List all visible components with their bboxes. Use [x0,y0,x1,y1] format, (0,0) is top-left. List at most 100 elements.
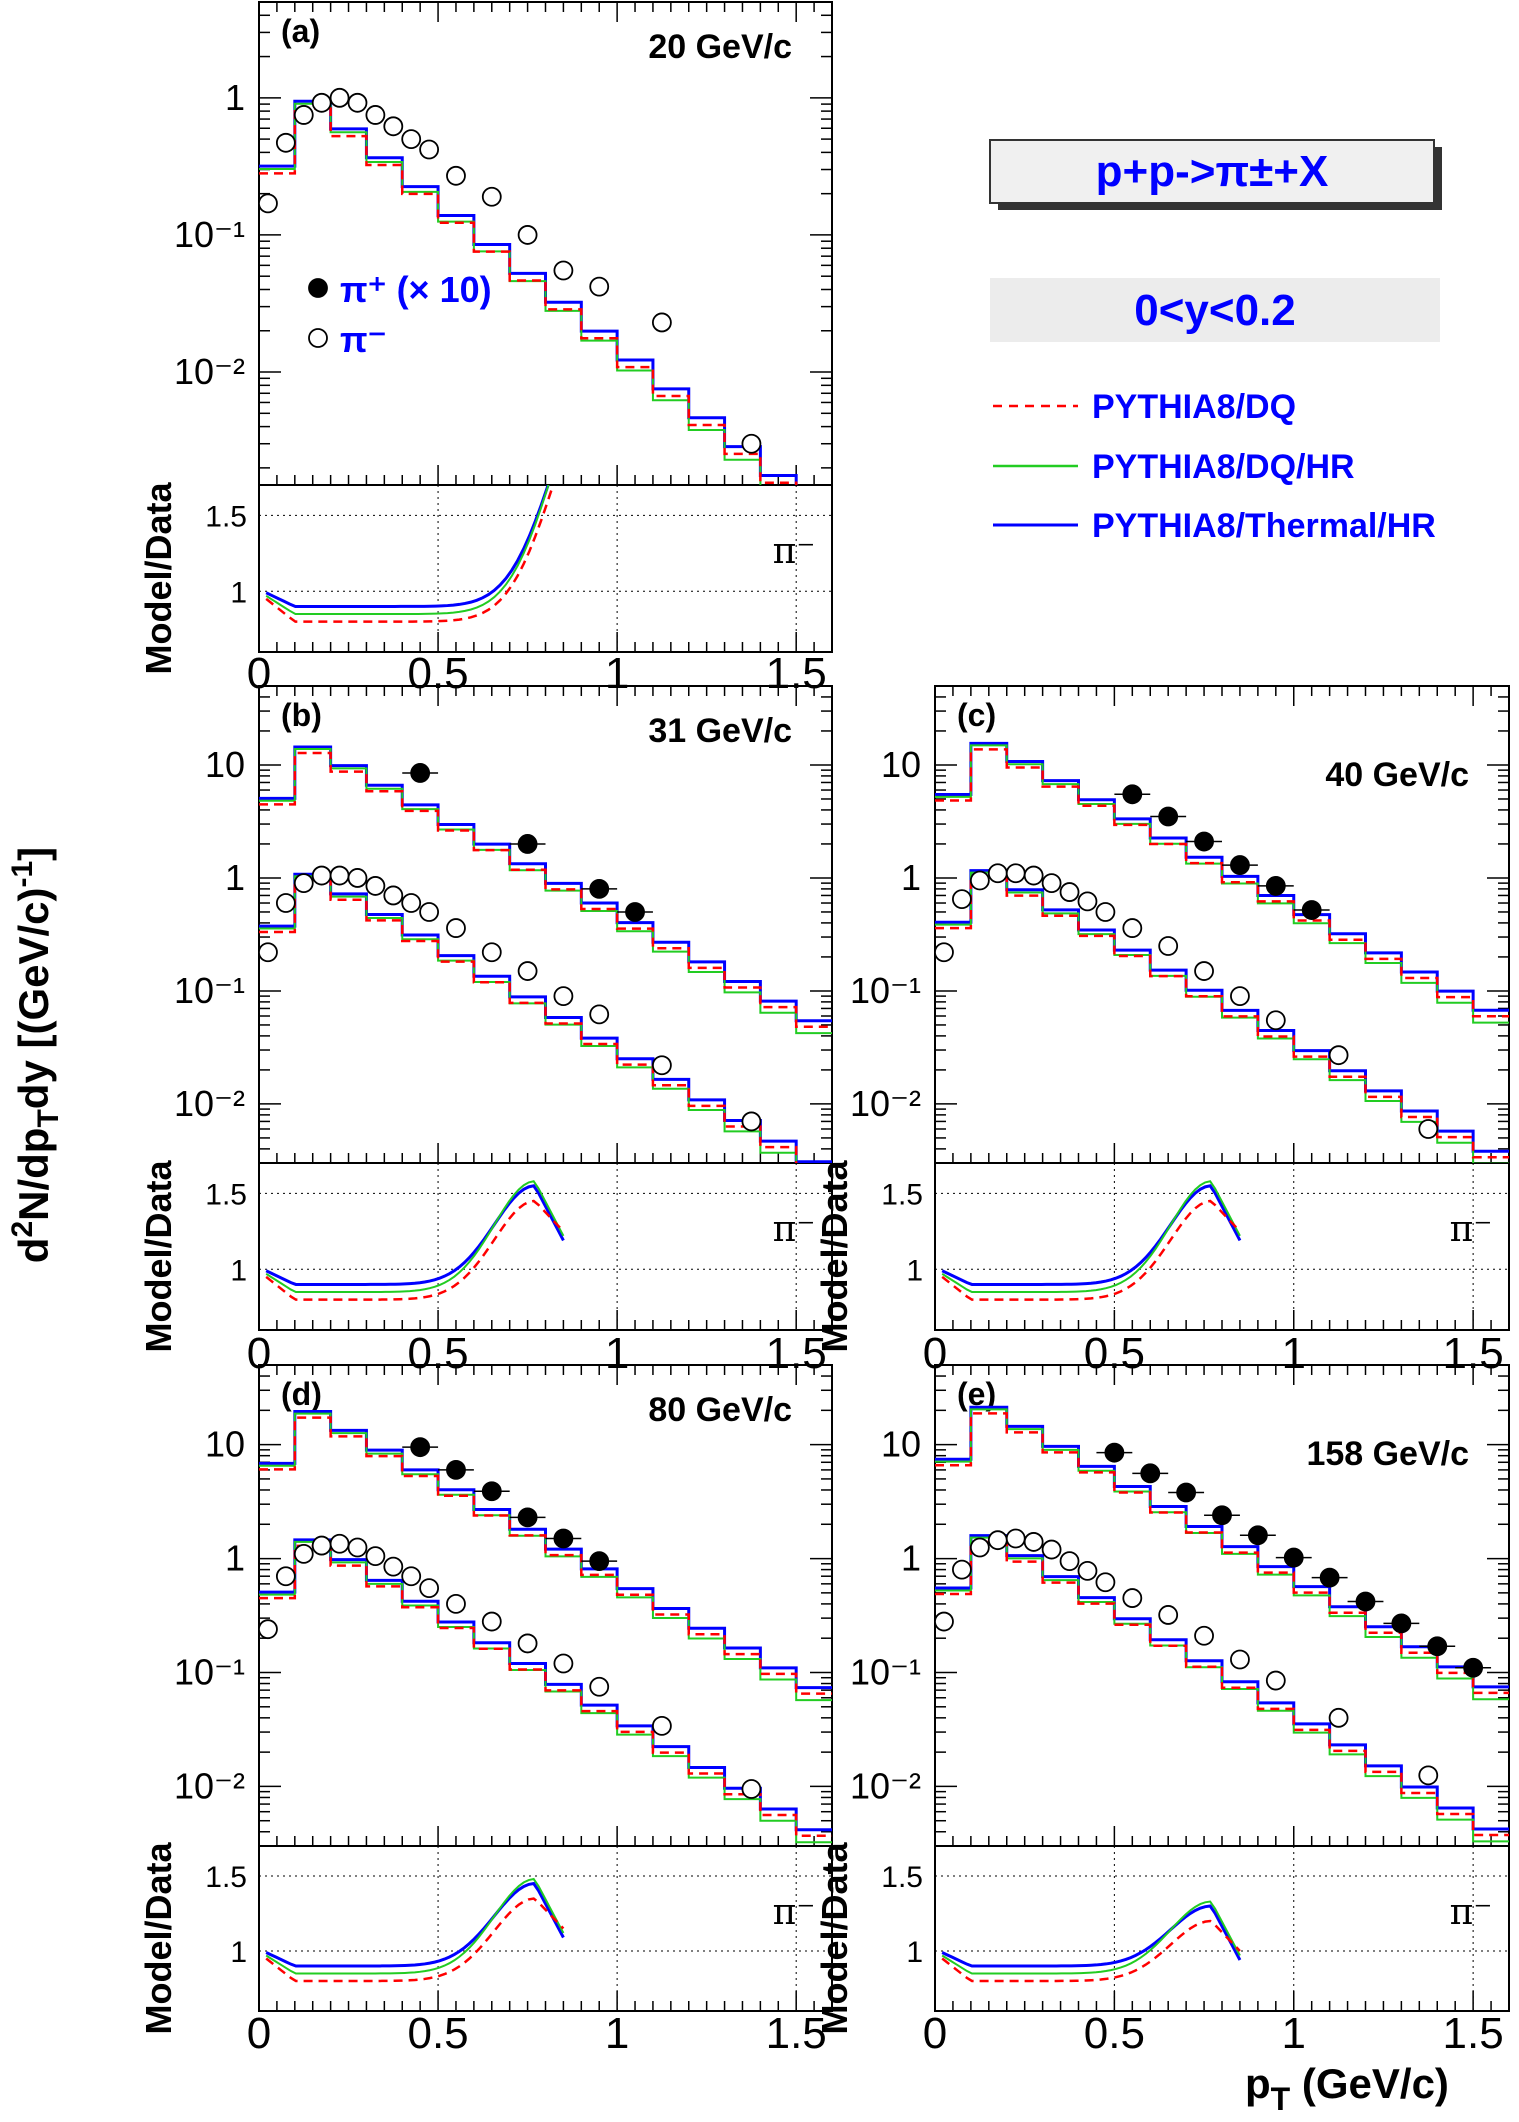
legend-entry-1: PYTHIA8/DQ/HR [993,448,1355,486]
model-hist-neg-dq [935,875,1509,1159]
pi-minus-point [275,1566,296,1587]
energy-label: 31 GeV/c [648,712,792,750]
pi-plus-point [1212,1505,1232,1526]
pi-minus-point [1158,936,1179,956]
pi-minus-point [258,1619,278,1640]
ratio-tick-label: 1.5 [205,1178,247,1211]
pi-minus-point [419,1578,440,1599]
model-hist-pos-dq [259,751,832,1028]
pi-plus-point [481,1481,502,1502]
ratio-curve-dqhr [941,1180,1241,1294]
pi-plus-points [402,763,653,922]
pi-minus-point [347,92,368,113]
pi-minus-point [1095,1572,1116,1593]
model-hist-neg-dq [935,1540,1509,1837]
x-tick-label: 0 [923,2009,947,2058]
pi-minus-point [401,129,422,150]
pi-minus-point [293,105,314,125]
ratio-curve-dq [941,1199,1241,1301]
pi-minus-point [481,942,502,963]
y-tick-label: 10⁻¹ [174,1651,245,1692]
pi-minus-point [1418,1765,1439,1786]
pi-minus-points [934,863,1439,1139]
pi-minus-point [517,225,538,245]
ratio-frame [258,1162,833,1331]
ratio-curve-dq [265,1199,565,1301]
pi-minus-point [1230,1649,1250,1670]
pi-minus-point [1023,865,1044,886]
model-hist-neg-dq [259,107,798,485]
reaction-box: p+p->π±+X [989,139,1442,210]
y-tick-label: 10 [205,1424,245,1465]
model-hist-neg-dqhr [259,102,762,485]
model-hist-neg-dqhr [935,1536,1509,1843]
pi-plus-point [1427,1636,1448,1657]
pi-minus-point [952,889,972,909]
ratio-curve-dqhr [941,1900,1241,1975]
ratio-curve-thermal [265,485,550,608]
ratio-curves [265,1180,565,1301]
y-tick-label: 10 [881,744,921,785]
model-hist-neg-dq [259,1544,832,1838]
pi-minus-point [419,902,440,922]
pi-minus-point [1041,1539,1062,1560]
ratio-tag: π⁻ [773,1892,816,1933]
ratio-curves [265,1877,565,1983]
model-curves [259,99,798,485]
ratio-tick-label: 1.5 [881,1178,923,1211]
pi-minus-point [329,865,350,886]
pi-minus-point [293,1543,314,1564]
pi-minus-point [1194,961,1214,981]
pi-minus-point [741,433,762,454]
pi-minus-point [383,116,404,137]
pi-minus-point [365,876,386,896]
model-hist-pos-dqhr [935,744,1509,1024]
pi-plus-point [517,1507,538,1528]
pi-minus-point [481,186,502,207]
model-hist-pos-dq [935,1412,1509,1695]
marker-legend-label-1: π⁻ [340,319,387,360]
pi-minus-point [383,1556,404,1577]
ratio-tag: π⁻ [773,1209,816,1250]
model-curves [259,1410,832,1844]
model-hist-pos-dqhr [259,1412,832,1702]
pi-minus-point [934,1611,954,1632]
ratio-y-label: Model/Data [138,1160,179,1353]
model-legend: PYTHIA8/DQ PYTHIA8/DQ/HR PYTHIA8/Thermal/H… [993,388,1436,545]
y-tick-label: 10 [205,744,245,785]
ratio-y-label: Model/Data [814,1160,855,1353]
ratio-curve-thermal [941,1184,1242,1286]
energy-label: 20 GeV/c [648,28,792,66]
x-tick-label: 1 [605,2009,629,2058]
pi-minus-point [589,1676,610,1697]
pi-plus-point [410,763,431,783]
y-tick-label: 10 [881,1424,921,1465]
pi-plus-point [1176,1482,1197,1503]
marker-legend-symbol-1 [308,328,328,348]
ratio-tick-label: 1 [230,1254,247,1287]
pi-plus-point [446,1460,466,1480]
pi-minus-point [517,961,538,981]
pi-minus-point [446,1594,466,1614]
pi-minus-point [258,193,278,214]
panel-d: 10⁻² 10⁻¹ 1 10 0 0.5 1 1.5 1 1.5 Model/Data π⁻ (d) 80… [138,1364,833,2058]
pi-minus-point [365,105,386,125]
pi-minus-point [329,87,350,108]
ratio-tick-label: 1 [230,576,247,609]
pi-plus-point [553,1528,574,1549]
ratio-tick-label: 1.5 [205,1861,247,1894]
model-curves [935,741,1509,1163]
marker-legend: π⁺ (× 10) π⁻ [308,269,492,360]
ratio-curve-dqhr [265,1877,565,1975]
y-tick-label: 10⁻¹ [850,970,921,1011]
model-hist-pos-dq [935,748,1509,1018]
y-tick-label: 1 [901,1538,921,1579]
pi-minus-point [651,1715,672,1736]
pi-plus-point [1391,1613,1412,1634]
global-x-axis-title: pT (GeV/c) [1245,2060,1449,2117]
pi-plus-point [1230,855,1250,875]
pi-minus-point [517,1633,538,1654]
pi-plus-point [1194,831,1214,852]
